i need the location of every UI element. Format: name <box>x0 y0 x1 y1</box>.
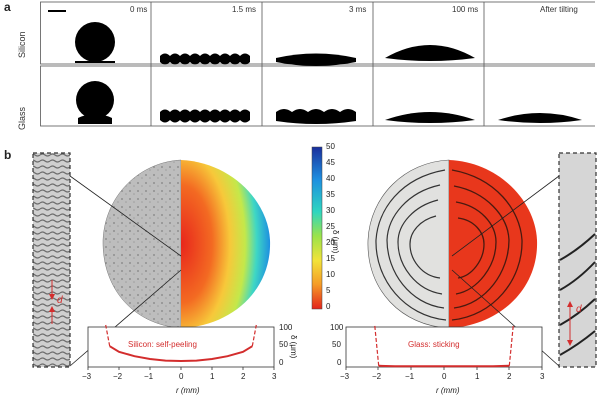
plot-left-annotation: Silicon: self-peeling <box>128 340 197 349</box>
panel-b-label: b <box>4 148 12 162</box>
plot-right-ytick-100: 100 <box>330 323 344 332</box>
cbar-tick-35: 35 <box>326 190 335 199</box>
panel-a-label: a <box>4 0 11 14</box>
xtick-left-5: 2 <box>241 372 246 381</box>
plot-left-ytick-50: 50 <box>279 340 288 349</box>
droplet-glass-0ms <box>76 81 114 119</box>
time-label-0: 0 ms <box>130 5 148 14</box>
xlabel-left: r (mm) <box>176 386 200 395</box>
xtick-right-5: 2 <box>507 372 512 381</box>
xtick-right-3: 0 <box>442 372 447 381</box>
cbar-tick-20: 20 <box>326 238 335 247</box>
cbar-tick-0: 0 <box>326 302 331 311</box>
cbar-tick-45: 45 <box>326 158 335 167</box>
cbar-tick-5: 5 <box>326 286 331 295</box>
inset-d-left: d <box>57 295 63 306</box>
xtick-left-2: −1 <box>144 372 154 381</box>
cbar-tick-30: 30 <box>326 206 335 215</box>
plot-left-ylabel: δ (μm) <box>289 335 298 359</box>
plot-left-ytick-0: 0 <box>279 358 284 367</box>
xtick-left-6: 3 <box>272 372 277 381</box>
plot-left-ytick-100: 100 <box>279 323 293 332</box>
plot-right-ytick-0: 0 <box>337 358 342 367</box>
plot-right-annotation: Glass: sticking <box>408 340 460 349</box>
xtick-left-4: 1 <box>210 372 215 381</box>
droplet-glass-after-tilting <box>498 113 582 123</box>
droplet-silicon-3ms <box>276 53 356 66</box>
droplet-glass-100ms <box>385 112 475 123</box>
cbar-tick-15: 15 <box>326 254 335 263</box>
silicon-droplet-heat-half <box>181 160 271 328</box>
xtick-right-2: −1 <box>405 372 415 381</box>
inset-d-right: d <box>576 304 582 315</box>
plot-right-frame <box>345 326 543 368</box>
cbar-tick-25: 25 <box>326 222 335 231</box>
droplet-glass-1.5ms <box>160 109 250 123</box>
glass-droplet-gray-half <box>367 159 450 329</box>
panel-a-svg <box>40 1 596 127</box>
time-label-3: 100 ms <box>452 5 479 14</box>
cbar-tick-40: 40 <box>326 174 335 183</box>
glass-inset <box>558 152 597 368</box>
xtick-left-1: −2 <box>113 372 123 381</box>
plot-right-curves <box>374 324 514 368</box>
xtick-right-0: −3 <box>340 372 350 381</box>
xtick-right-1: −2 <box>372 372 382 381</box>
profile-edge-1-0 <box>374 324 380 366</box>
cbar-tick-50: 50 <box>326 142 335 151</box>
colorbar <box>311 146 323 310</box>
cbar-unit-label: δ (μm) <box>331 230 340 254</box>
panel-b-svg <box>32 146 597 370</box>
xtick-right-4: 1 <box>475 372 480 381</box>
scale-bar <box>48 10 66 12</box>
silicon-inset <box>32 152 71 368</box>
time-label-2: 3 ms <box>349 5 367 14</box>
xtick-left-3: 0 <box>179 372 184 381</box>
panel-a-grid <box>40 0 596 128</box>
time-label-1: 1.5 ms <box>232 5 257 14</box>
cbar-tick-10: 10 <box>326 270 335 279</box>
xtick-left-0: −3 <box>82 372 92 381</box>
droplet-silicon-100ms <box>385 45 475 61</box>
glass-droplet-red-half <box>449 160 538 328</box>
profile-edge-0-1 <box>251 324 257 347</box>
droplet-silicon-0ms <box>75 22 115 62</box>
time-label-4: After tilting <box>540 5 578 14</box>
row-label-glass: Glass <box>17 106 27 130</box>
plot-left-curves <box>105 324 257 363</box>
plot-right-ytick-50: 50 <box>332 340 341 349</box>
profile-edge-0-0 <box>105 324 111 347</box>
droplet-glass-3ms <box>276 109 356 124</box>
profile-edge-1-1 <box>508 324 514 366</box>
silicon-droplet-gray-half <box>102 159 182 329</box>
xlabel-right: r (mm) <box>436 386 460 395</box>
profile-line-0 <box>109 345 253 363</box>
xtick-right-6: 3 <box>540 372 545 381</box>
droplet-silicon-1.5ms <box>160 53 250 65</box>
